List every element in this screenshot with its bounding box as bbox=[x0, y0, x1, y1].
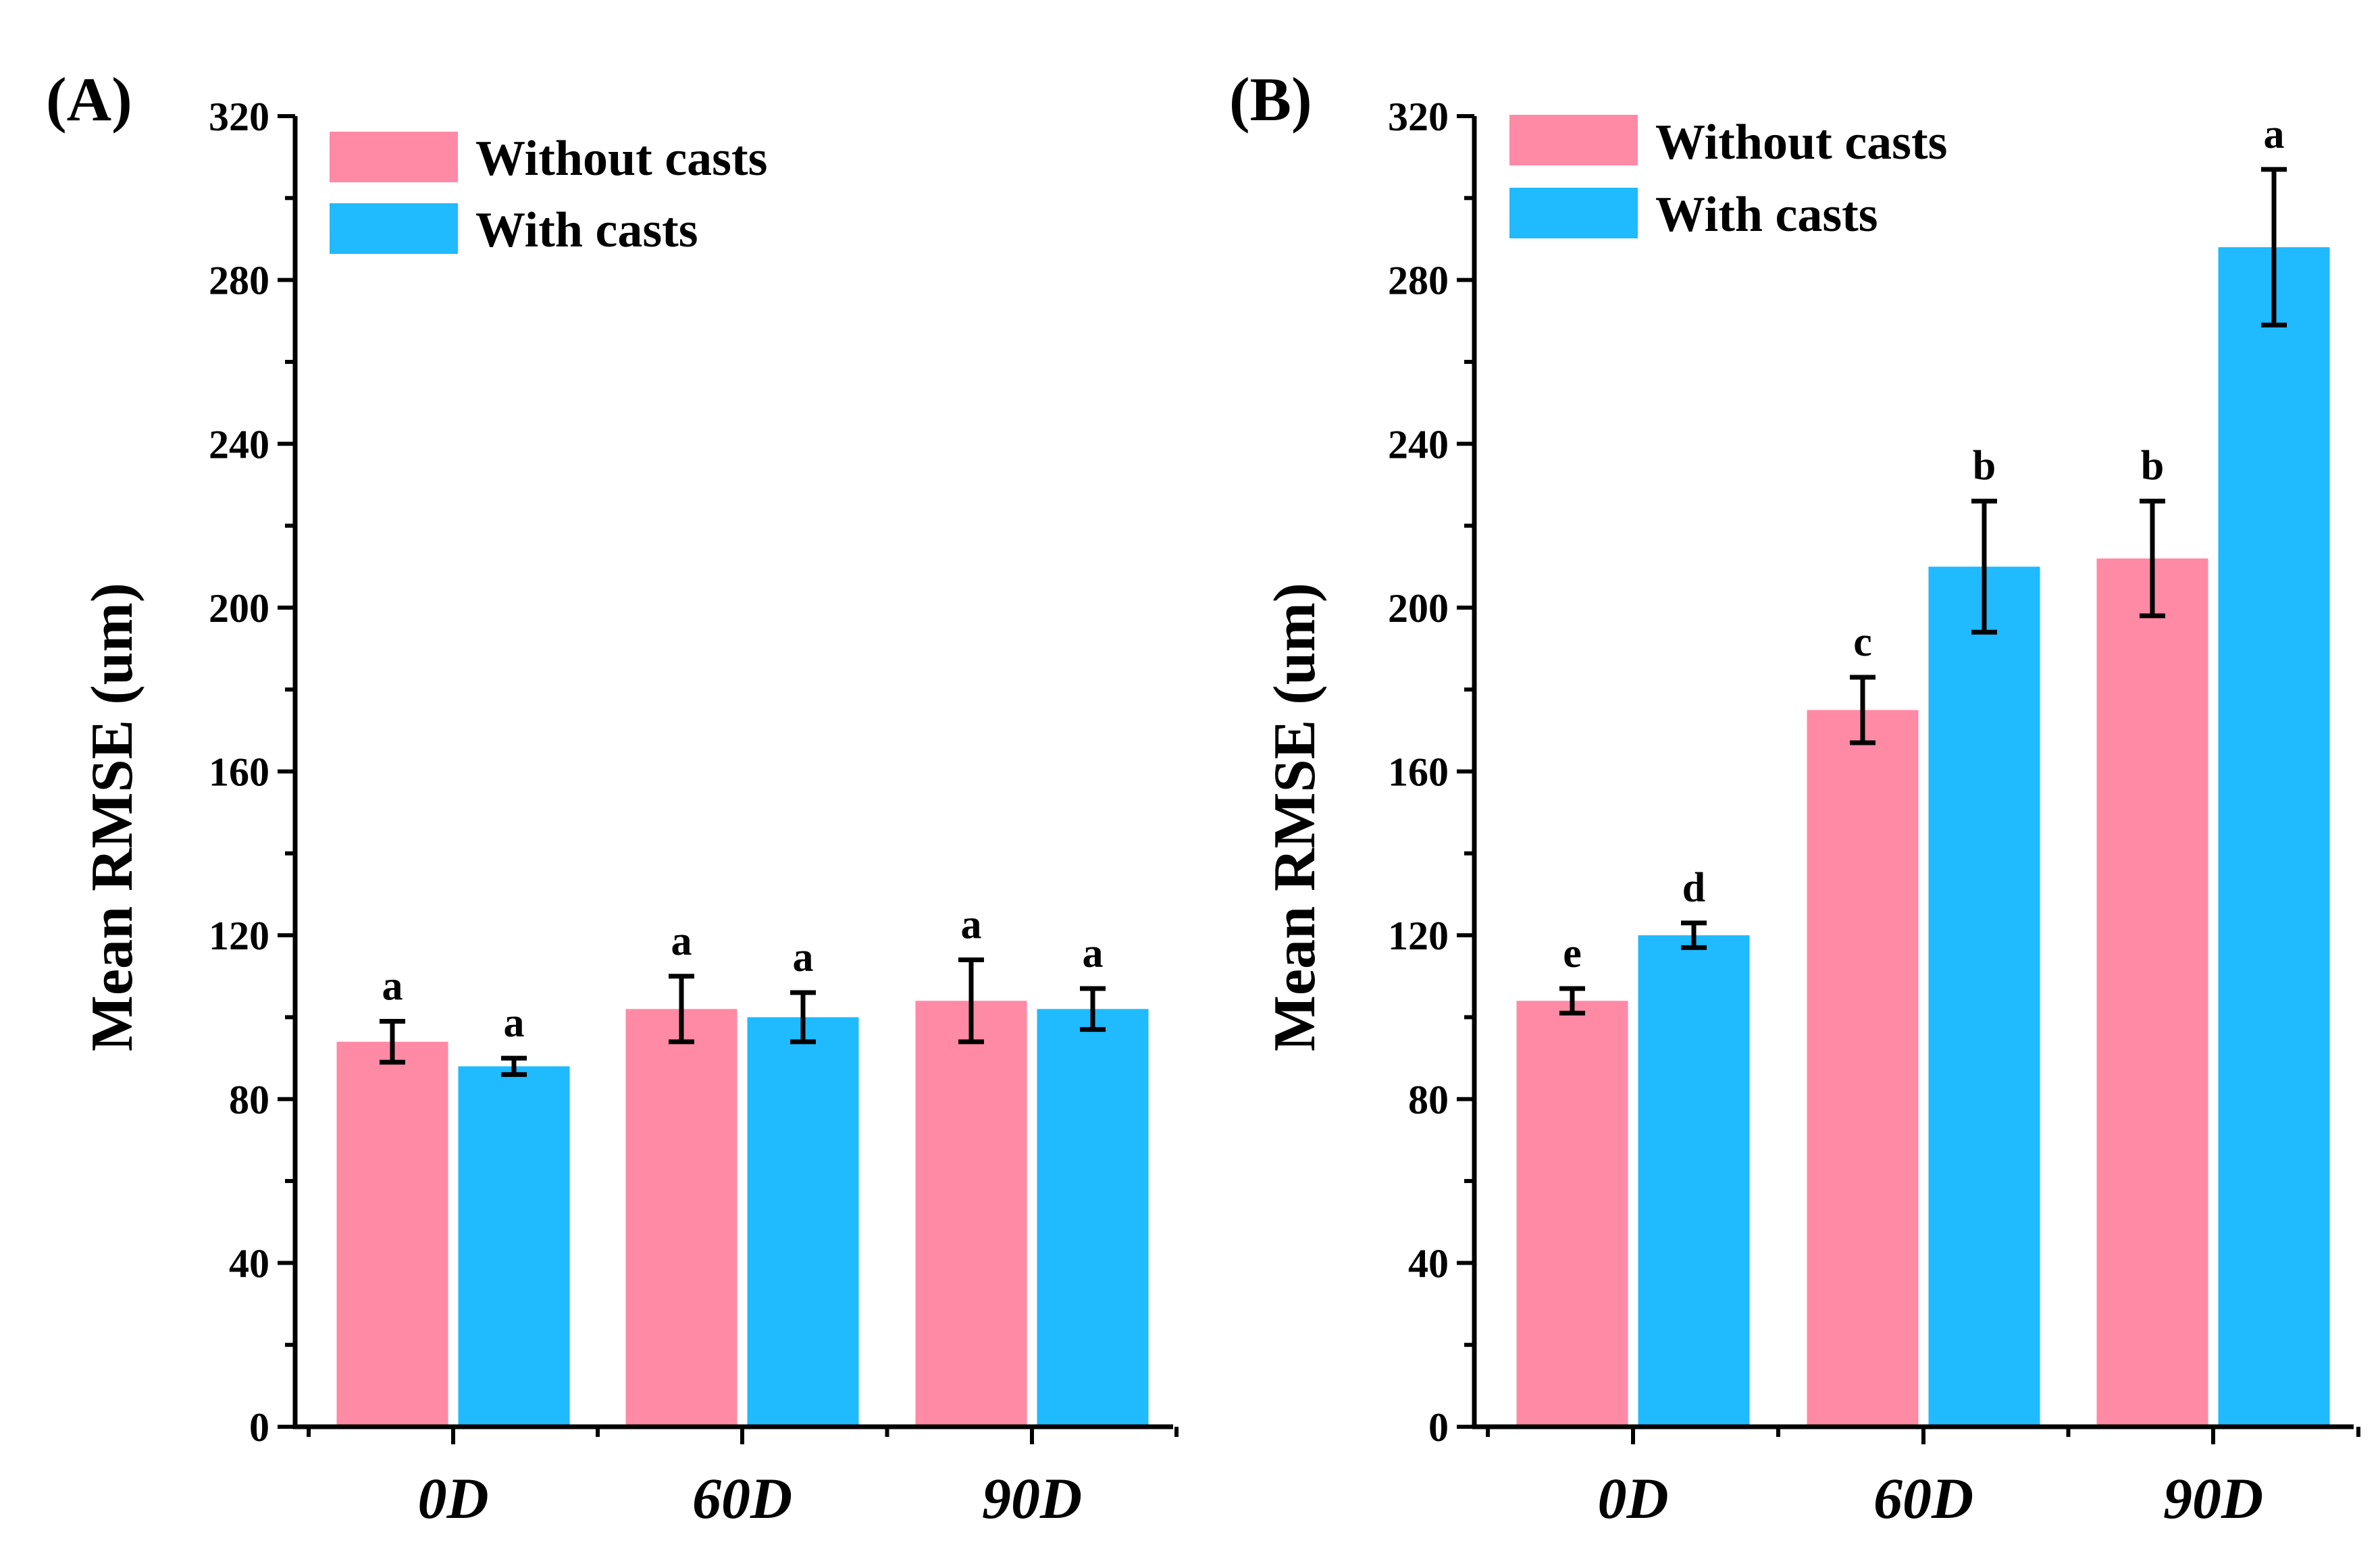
error-bar bbox=[958, 957, 984, 1045]
y-tick-label: 160 bbox=[1388, 750, 1449, 795]
y-tick-label: 80 bbox=[229, 1078, 269, 1122]
x-tick-group: 0D 60D 90D bbox=[1486, 1427, 2360, 1531]
legend-label-with-casts: With casts bbox=[475, 203, 698, 258]
bar bbox=[2096, 558, 2208, 1427]
y-tick-label: 120 bbox=[209, 914, 269, 958]
significance-label: a bbox=[1083, 930, 1104, 976]
error-bar bbox=[669, 974, 694, 1045]
y-tick-label: 280 bbox=[1388, 259, 1449, 303]
y-tick-label: 280 bbox=[209, 259, 269, 303]
panel-b: (B) Mean RMSE (um) e c b d b a 0 40 80 120 160 200… bbox=[1229, 65, 2360, 1531]
y-tick-label: 200 bbox=[209, 586, 269, 631]
bar bbox=[1928, 567, 2040, 1427]
legend: Without casts With casts bbox=[330, 131, 767, 258]
panel-label: (A) bbox=[46, 65, 132, 134]
legend-label-without-casts: Without casts bbox=[475, 131, 767, 186]
x-tick-label: 90D bbox=[2163, 1466, 2263, 1531]
bar bbox=[2218, 247, 2330, 1427]
significance-label: a bbox=[793, 935, 814, 980]
x-tick-label: 60D bbox=[1873, 1466, 1973, 1531]
bar bbox=[336, 1041, 448, 1427]
bar bbox=[1037, 1009, 1149, 1427]
error-bar bbox=[1971, 498, 1997, 635]
significance-label-group: e c b d b a bbox=[1563, 111, 2284, 976]
error-bar bbox=[790, 990, 816, 1045]
y-tick-label: 0 bbox=[1428, 1405, 1449, 1450]
y-tick-label: 240 bbox=[209, 422, 269, 467]
legend-label-with-casts: With casts bbox=[1655, 187, 1878, 242]
y-tick-label: 80 bbox=[1408, 1078, 1449, 1122]
legend-label-without-casts: Without casts bbox=[1655, 115, 1947, 170]
error-bar bbox=[1080, 986, 1106, 1032]
y-tick-label: 320 bbox=[209, 95, 269, 139]
x-tick-label: 90D bbox=[982, 1466, 1082, 1531]
error-bar bbox=[1681, 920, 1707, 950]
bar bbox=[1516, 1001, 1628, 1427]
error-bar bbox=[2140, 498, 2165, 619]
error-bar bbox=[1850, 675, 1875, 745]
significance-label: a bbox=[504, 1000, 525, 1046]
error-bar bbox=[1559, 986, 1585, 1016]
significance-label: a bbox=[382, 964, 403, 1009]
x-tick-label: 0D bbox=[1597, 1466, 1668, 1531]
significance-label: b bbox=[2141, 443, 2164, 489]
significance-label-group: a a a a a a bbox=[382, 902, 1104, 1047]
legend-swatch-with-casts bbox=[330, 203, 458, 254]
y-tick-label: 240 bbox=[1388, 422, 1449, 467]
panel-label: (B) bbox=[1229, 65, 1312, 134]
significance-label: c bbox=[1853, 619, 1872, 665]
bar-group bbox=[1516, 247, 2330, 1427]
y-axis-title: Mean RMSE (um) bbox=[1262, 583, 1328, 1051]
y-tick-label: 0 bbox=[249, 1405, 269, 1450]
y-tick-label: 120 bbox=[1388, 914, 1449, 958]
x-tick-label: 60D bbox=[692, 1466, 792, 1531]
y-tick-label: 160 bbox=[209, 750, 269, 795]
bar bbox=[1638, 935, 1750, 1427]
significance-label: b bbox=[1973, 443, 1996, 489]
bar bbox=[915, 1001, 1027, 1427]
error-bar-group bbox=[1559, 167, 2287, 1016]
error-bar bbox=[380, 1019, 405, 1065]
significance-label: a bbox=[961, 902, 982, 948]
y-tick-label: 200 bbox=[1388, 586, 1449, 631]
legend-swatch-with-casts bbox=[1509, 188, 1638, 238]
bar-group bbox=[336, 1001, 1149, 1427]
error-bar bbox=[501, 1055, 527, 1077]
bar bbox=[747, 1017, 859, 1427]
panel-a: (A) Mean RMSE (um) a a a a a a 0 40 80 120 160 200… bbox=[46, 65, 1179, 1531]
y-tick-label: 40 bbox=[1408, 1241, 1449, 1286]
significance-label: d bbox=[1682, 865, 1705, 911]
y-tick-group: 0 40 80 120 160 200 240 280 320 bbox=[1388, 95, 1474, 1450]
bar bbox=[458, 1066, 570, 1427]
y-tick-group: 0 40 80 120 160 200 240 280 320 bbox=[209, 95, 295, 1450]
significance-label: a bbox=[2264, 111, 2285, 157]
bar bbox=[1807, 710, 1919, 1427]
error-bar-group bbox=[380, 957, 1106, 1077]
x-tick-group: 0D 60D 90D bbox=[307, 1427, 1179, 1531]
x-tick-label: 0D bbox=[417, 1466, 488, 1531]
legend-swatch-without-casts bbox=[330, 132, 458, 182]
significance-label: e bbox=[1563, 930, 1582, 976]
error-bar bbox=[2261, 167, 2287, 327]
legend-swatch-without-casts bbox=[1509, 115, 1638, 165]
y-tick-label: 40 bbox=[229, 1241, 269, 1286]
y-tick-label: 320 bbox=[1388, 95, 1449, 139]
significance-label: a bbox=[671, 918, 692, 964]
legend: Without casts With casts bbox=[1509, 115, 1947, 242]
y-axis-title: Mean RMSE (um) bbox=[80, 583, 145, 1051]
bar bbox=[625, 1009, 738, 1427]
